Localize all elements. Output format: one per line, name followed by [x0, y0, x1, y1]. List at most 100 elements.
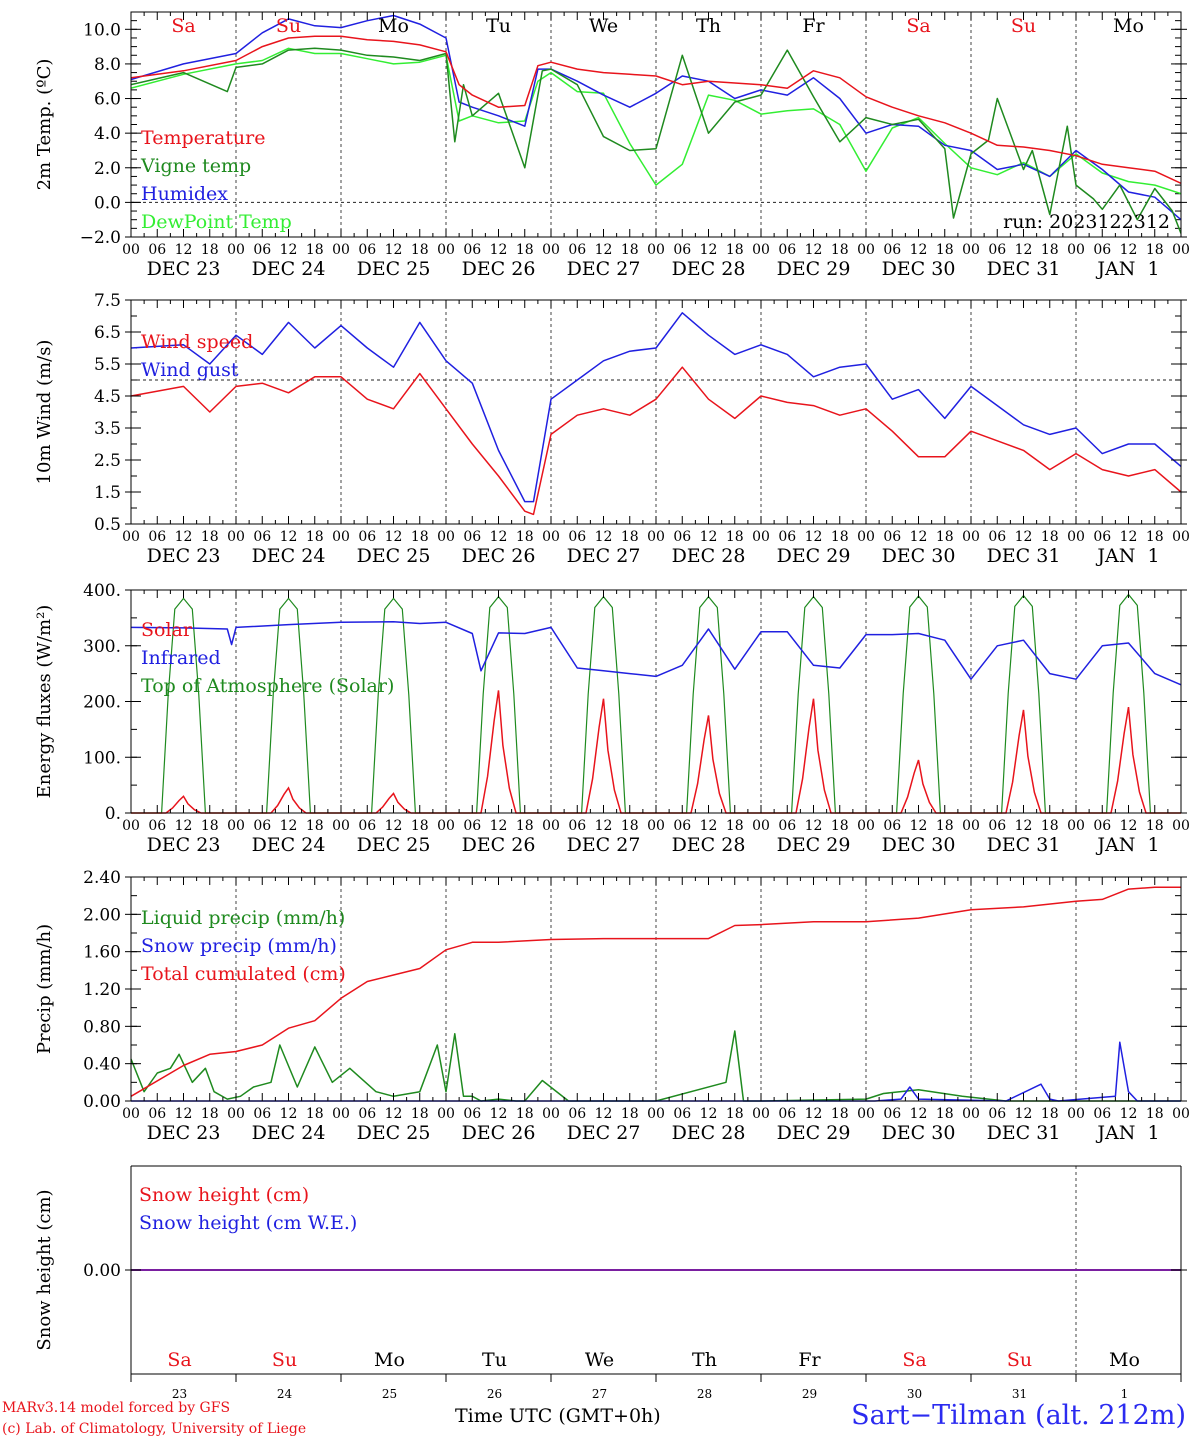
day-name: Mo — [1109, 1349, 1140, 1371]
x-hour-label: 18 — [1146, 1106, 1164, 1122]
y-tick-label: 3.5 — [94, 419, 121, 439]
x-hour-label: 12 — [1015, 818, 1033, 834]
x-hour-label: 06 — [988, 242, 1006, 258]
day-name: Su — [276, 15, 301, 37]
series-line — [130, 312, 1182, 503]
series-line — [131, 1041, 1181, 1102]
x-hour-label: 12 — [700, 1106, 718, 1122]
x-hour-label: 18 — [621, 242, 639, 258]
x-hour-label: 06 — [148, 529, 166, 545]
x-hour-label: 06 — [358, 1106, 376, 1122]
x-hour-label: 00 — [227, 1106, 245, 1122]
x-hour-label: 18 — [306, 529, 324, 545]
x-date-label: DEC 28 — [672, 258, 746, 280]
x-day-number: 30 — [907, 1387, 922, 1401]
x-hour-label: 18 — [936, 1106, 954, 1122]
y-tick-label: 7.5 — [94, 291, 121, 311]
x-hour-label: 00 — [647, 242, 665, 258]
x-date-label: DEC 25 — [357, 545, 431, 567]
x-hour-label: 06 — [463, 1106, 481, 1122]
x-hour-label: 06 — [253, 818, 271, 834]
y-tick-label: 5.5 — [94, 355, 121, 375]
x-date-label: DEC 26 — [462, 258, 536, 280]
x-date-label: DEC 30 — [882, 834, 956, 856]
x-day-number: 27 — [592, 1387, 607, 1401]
x-day-number: 26 — [487, 1387, 502, 1401]
x-hour-label: 00 — [1067, 1106, 1085, 1122]
x-hour-label: 18 — [621, 818, 639, 834]
series-line — [130, 886, 1181, 1097]
x-hour-label: 00 — [857, 242, 875, 258]
panel-frame-2 — [130, 299, 1182, 525]
legend-entry: DewPoint Temp — [141, 211, 292, 233]
x-date-label: DEC 29 — [777, 1122, 851, 1144]
x-hour-label: 00 — [962, 818, 980, 834]
y-tick-label: 0.40 — [83, 1055, 121, 1075]
x-hour-label: 12 — [910, 242, 928, 258]
x-date-label: DEC 24 — [252, 545, 326, 567]
x-date-label: DEC 27 — [567, 834, 641, 856]
x-hour-label: 00 — [437, 242, 455, 258]
x-hour-label: 06 — [253, 1106, 271, 1122]
x-hour-label: 12 — [280, 818, 298, 834]
day-name: Fr — [802, 15, 825, 37]
x-hour-label: 18 — [411, 818, 429, 834]
series-line — [131, 47, 1181, 234]
x-hour-label: 00 — [1067, 529, 1085, 545]
x-hour-label: 06 — [568, 1106, 586, 1122]
x-date-label: DEC 23 — [147, 1122, 221, 1144]
x-day-number: 28 — [697, 1387, 712, 1401]
x-hour-label: 12 — [1120, 242, 1138, 258]
x-hour-label: 06 — [463, 818, 481, 834]
x-hour-label: 12 — [595, 1106, 613, 1122]
day-name: Sa — [902, 1349, 926, 1371]
x-date-label: DEC 31 — [987, 258, 1061, 280]
x-hour-label: 00 — [332, 242, 350, 258]
x-hour-label: 00 — [1172, 242, 1190, 258]
x-hour-label: 00 — [122, 818, 140, 834]
x-hour-label: 12 — [805, 1106, 823, 1122]
x-date-label: DEC 29 — [777, 258, 851, 280]
y-tick-label: 4.0 — [94, 124, 121, 144]
day-name: Sa — [171, 15, 195, 37]
x-date-label: JAN 1 — [1095, 545, 1159, 567]
x-hour-label: 18 — [201, 529, 219, 545]
x-hour-label: 00 — [647, 529, 665, 545]
x-hour-label: 18 — [516, 242, 534, 258]
y-tick-label: 2.40 — [83, 868, 121, 888]
day-name: Su — [1007, 1349, 1032, 1371]
legend-entry: Total cumulated (cm) — [141, 963, 346, 985]
x-hour-label: 12 — [175, 529, 193, 545]
x-hour-label: 06 — [253, 529, 271, 545]
x-hour-label: 18 — [936, 818, 954, 834]
x-date-label: DEC 29 — [777, 545, 851, 567]
x-hour-label: 00 — [542, 242, 560, 258]
x-hour-label: 00 — [437, 1106, 455, 1122]
x-hour-label: 06 — [1093, 529, 1111, 545]
x-date-label: DEC 30 — [882, 1122, 956, 1144]
x-date-label: DEC 23 — [147, 834, 221, 856]
x-hour-label: 18 — [1041, 1106, 1059, 1122]
x-hour-label: 00 — [542, 818, 560, 834]
x-hour-label: 06 — [883, 242, 901, 258]
x-date-label: DEC 27 — [567, 1122, 641, 1144]
x-day-number: 29 — [802, 1387, 817, 1401]
x-date-label: DEC 28 — [672, 1122, 746, 1144]
x-hour-label: 18 — [201, 1106, 219, 1122]
x-hour-label: 06 — [568, 818, 586, 834]
x-hour-label: 00 — [857, 529, 875, 545]
x-date-label: DEC 26 — [462, 1122, 536, 1144]
legend-entry: Snow height (cm W.E.) — [139, 1212, 357, 1234]
series-line — [130, 621, 1182, 686]
x-hour-label: 06 — [358, 242, 376, 258]
x-hour-label: 12 — [1015, 242, 1033, 258]
x-hour-label: 00 — [542, 1106, 560, 1122]
x-hour-label: 18 — [936, 242, 954, 258]
x-hour-label: 18 — [201, 242, 219, 258]
y-tick-label: 1.5 — [94, 483, 121, 503]
legend-entry: Infrared — [141, 647, 221, 669]
legend-entry: Snow precip (mm/h) — [141, 935, 337, 957]
x-hour-label: 00 — [122, 529, 140, 545]
x-date-label: DEC 29 — [777, 834, 851, 856]
